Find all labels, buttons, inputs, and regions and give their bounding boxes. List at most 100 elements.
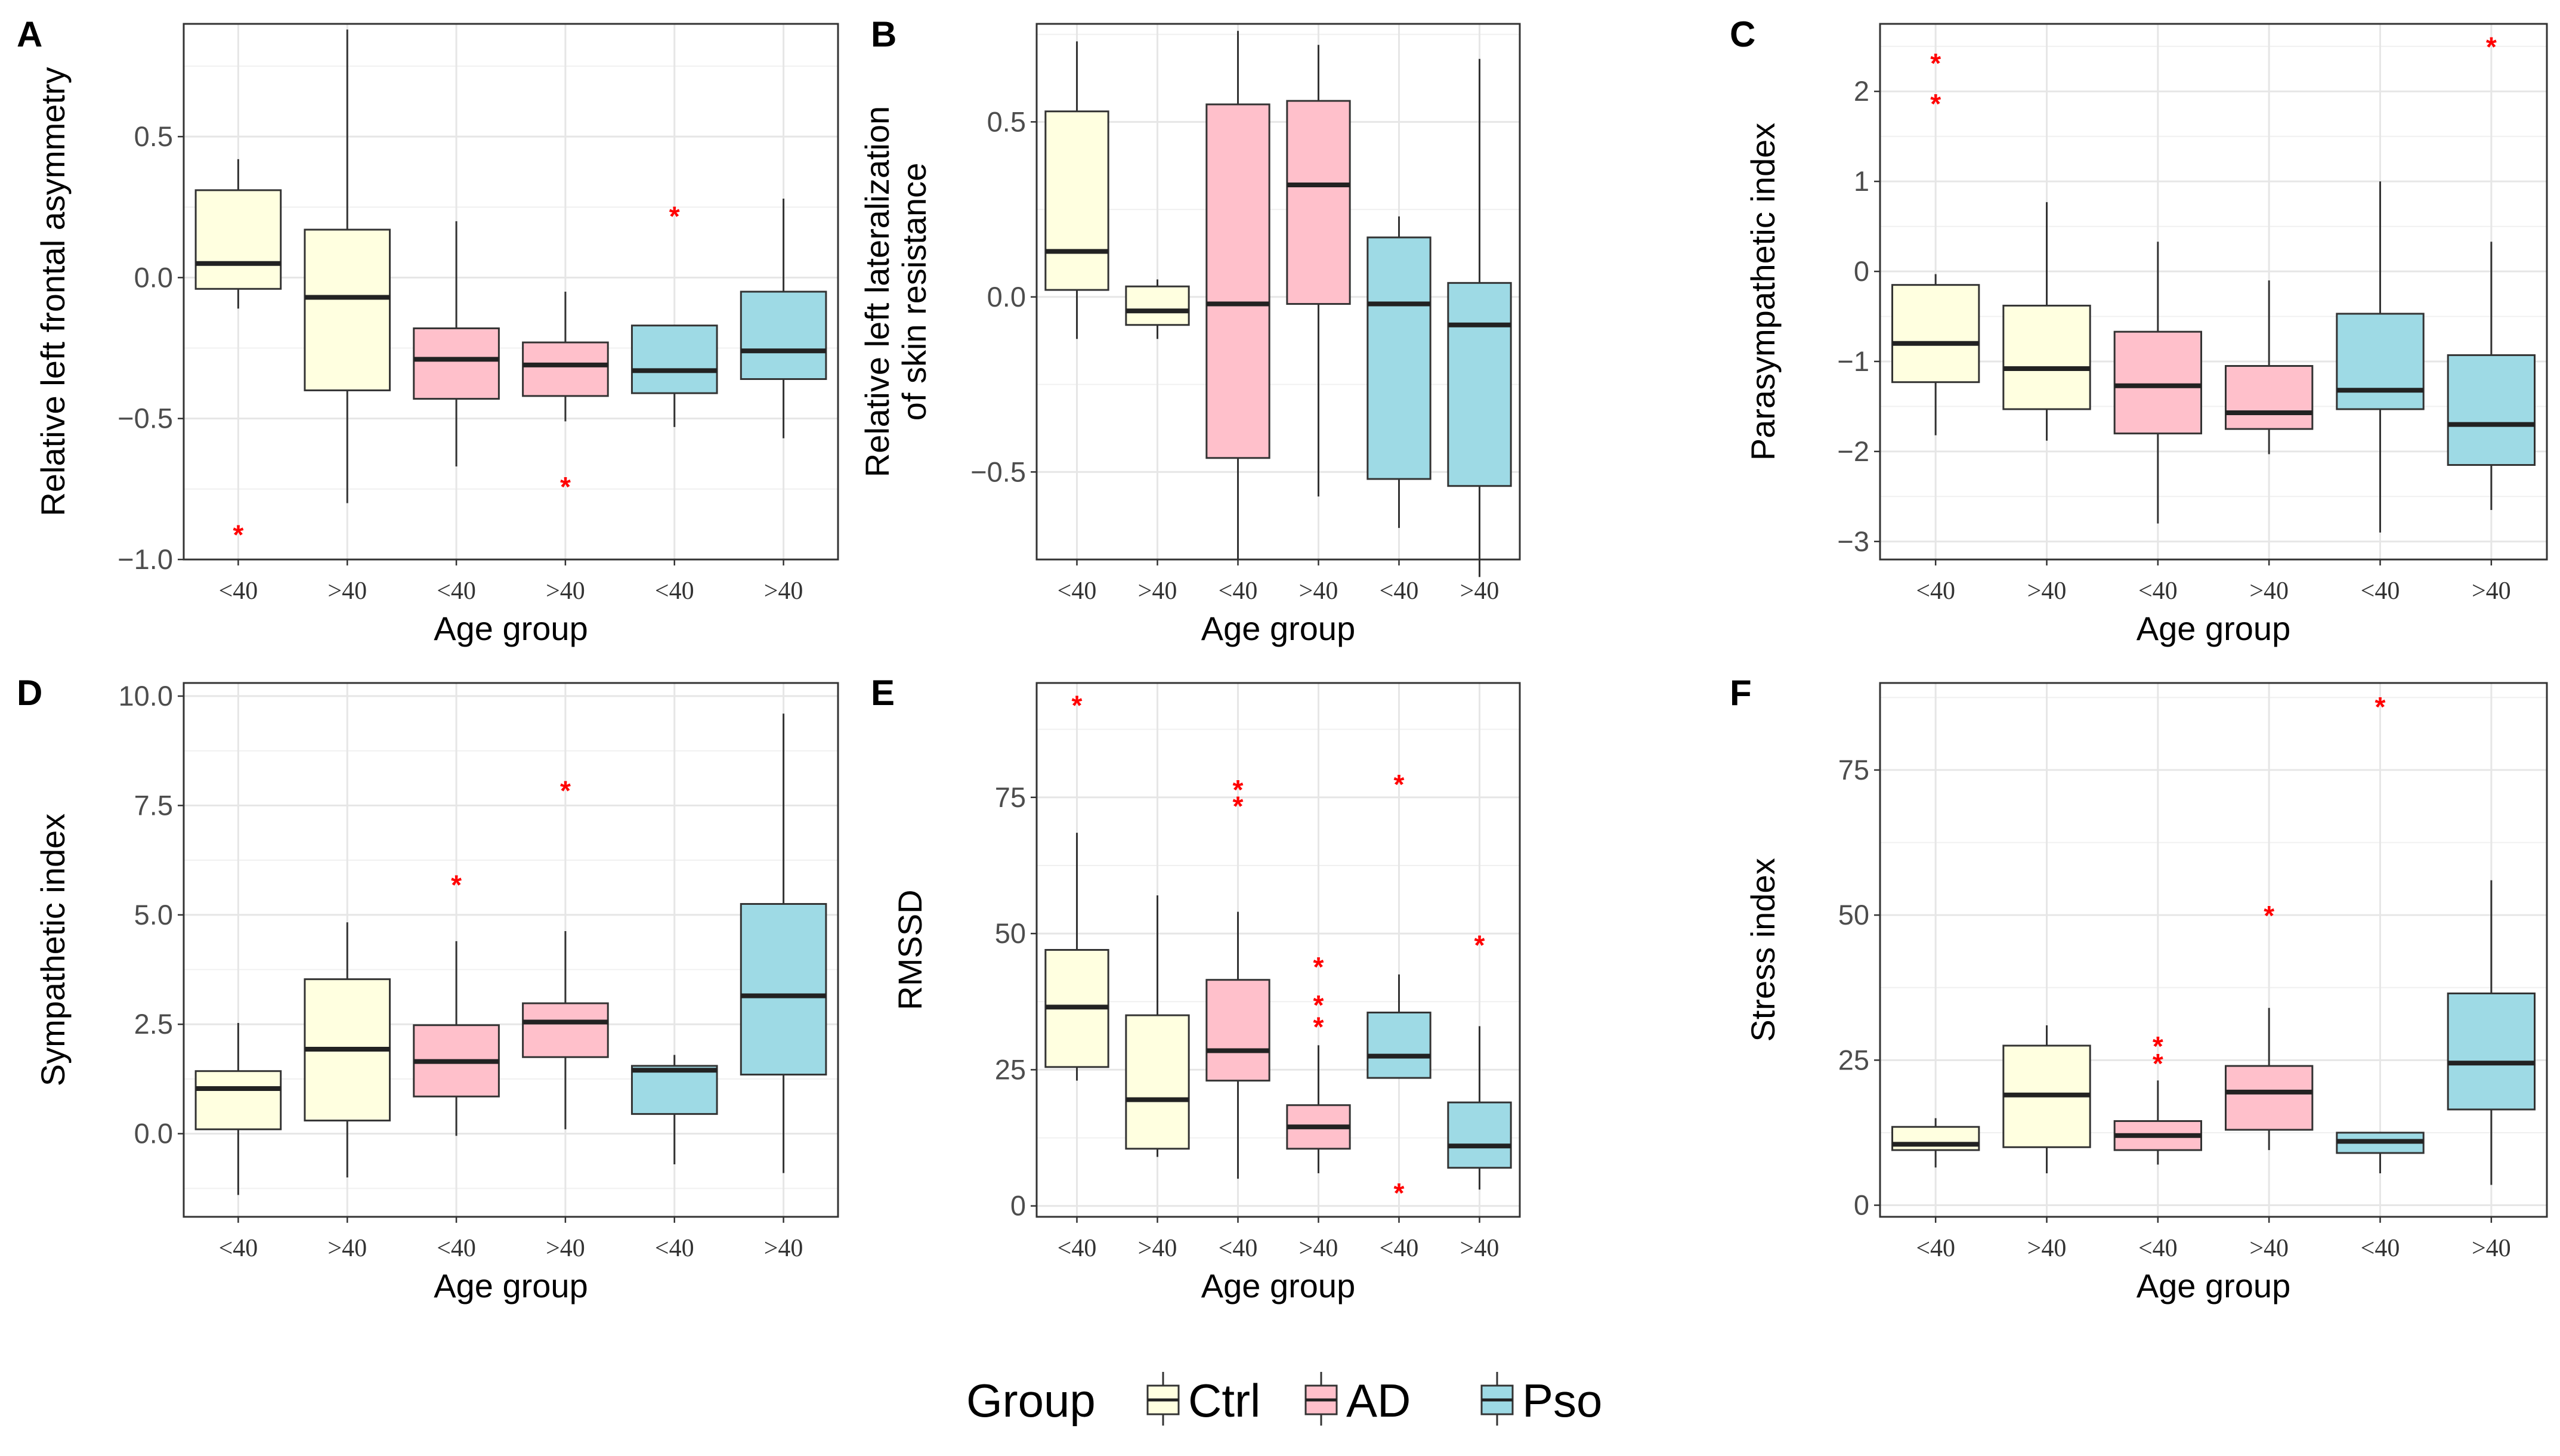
x-tick-label: >40 — [546, 1235, 585, 1262]
box-ctrl-1 — [2002, 1025, 2091, 1174]
box-ctrl-1 — [304, 29, 391, 503]
box-ad-3: * — [522, 292, 609, 502]
box-pso-4 — [1366, 216, 1432, 528]
box-iqr — [630, 1065, 718, 1115]
outlier-point: * — [2264, 900, 2274, 931]
y-tick-label: −0.5 — [970, 456, 1026, 487]
x-tick-label: <40 — [437, 1235, 476, 1262]
plot-background — [184, 683, 838, 1217]
box-iqr — [1891, 284, 1980, 384]
x-tick-label: >40 — [1138, 1235, 1177, 1262]
panel-letter: F — [1730, 673, 1752, 713]
x-tick-label: <40 — [1219, 1235, 1258, 1262]
y-tick-label: 50 — [995, 917, 1026, 949]
box-iqr — [1205, 103, 1270, 459]
x-tick-label: <40 — [2138, 577, 2178, 605]
x-tick-label: <40 — [1219, 577, 1258, 605]
outlier-point: * — [1313, 1011, 1324, 1042]
box-ctrl-0: * — [194, 159, 282, 550]
panel-letter: E — [871, 673, 895, 713]
box-ad-3: * — [2224, 900, 2314, 1151]
legend-item-label: Ctrl — [1188, 1374, 1260, 1427]
box-iqr — [740, 902, 827, 1076]
plot-border — [1035, 682, 1521, 1218]
outlier-point: * — [1233, 790, 1244, 821]
x-tick-label: >40 — [546, 577, 585, 605]
box-iqr — [740, 290, 827, 381]
outlier-point: * — [1313, 990, 1324, 1021]
outlier-point: * — [1233, 774, 1244, 805]
box-iqr — [2447, 992, 2536, 1111]
panel-letter: A — [17, 14, 42, 54]
x-tick-label: >40 — [764, 1235, 803, 1262]
x-tick-label: <40 — [219, 577, 258, 605]
y-tick-label: 75 — [995, 781, 1026, 813]
outlier-point: * — [233, 519, 243, 550]
outlier-point: * — [1313, 951, 1324, 982]
box-ctrl-1 — [1125, 279, 1190, 339]
x-tick-label: <40 — [219, 1235, 258, 1262]
box-ad-2 — [413, 221, 500, 467]
y-tick-label: 0 — [1854, 1189, 1869, 1221]
x-tick-label: <40 — [437, 577, 476, 605]
box-ad-3: *** — [1286, 951, 1351, 1173]
legend-title: Group — [966, 1374, 1096, 1427]
x-tick-label: >40 — [1138, 577, 1177, 605]
y-tick-label: 75 — [1838, 754, 1869, 786]
x-axis-title: Age group — [1201, 610, 1355, 647]
y-axis-title: Sympathetic index — [34, 814, 72, 1087]
x-tick-label: <40 — [1058, 577, 1097, 605]
plot-border — [183, 682, 839, 1218]
box-pso-5: * — [1447, 929, 1512, 1190]
x-axis-title: Age group — [434, 1267, 588, 1304]
x-tick-label: <40 — [2361, 1235, 2400, 1262]
x-tick-label: >40 — [2472, 1235, 2511, 1262]
x-tick-label: <40 — [1058, 1235, 1097, 1262]
x-tick-label: <40 — [1916, 1235, 1955, 1262]
y-tick-label: 10.0 — [119, 680, 173, 712]
box-iqr — [194, 1070, 282, 1130]
x-tick-label: >40 — [2249, 577, 2289, 605]
plot-background — [1037, 24, 1520, 559]
y-tick-label: 5.0 — [134, 899, 173, 931]
x-tick-label: >40 — [2027, 1235, 2067, 1262]
box-ad-2 — [1205, 30, 1270, 559]
box-iqr — [522, 341, 609, 397]
y-tick-label: 2.5 — [134, 1008, 173, 1040]
panel-A: −1.0 −0.5 0.0 0.5 * * * <40 >40 <40 >40 <40 >40 Age g… — [17, 14, 839, 647]
box-iqr — [1044, 110, 1109, 291]
y-tick-label: 7.5 — [134, 789, 173, 821]
box-iqr — [630, 324, 718, 394]
x-tick-label: >40 — [327, 1235, 367, 1262]
x-tick-label: <40 — [1380, 577, 1419, 605]
x-tick-label: >40 — [2027, 577, 2067, 605]
box-iqr — [522, 1002, 609, 1058]
outlier-point: * — [1394, 769, 1405, 800]
box-iqr — [1447, 282, 1512, 487]
legend-items: Ctrl AD Pso — [1146, 1372, 1602, 1427]
legend-item-label: Pso — [1522, 1374, 1602, 1427]
y-tick-label: 25 — [1838, 1044, 1869, 1075]
box-iqr — [2002, 304, 2091, 410]
outlier-point: * — [2153, 1031, 2163, 1062]
y-tick-label: 0.0 — [134, 1118, 173, 1149]
box-iqr — [194, 189, 282, 290]
box-ad-2: ** — [1205, 774, 1270, 1179]
x-tick-label: >40 — [764, 577, 803, 605]
plot-border — [1879, 682, 2548, 1218]
y-tick-label: 0 — [1854, 255, 1869, 287]
outlier-point: * — [560, 775, 571, 806]
box-ad-2: * — [413, 869, 500, 1136]
box-iqr — [2224, 365, 2314, 430]
box-ctrl-0 — [194, 1023, 282, 1195]
outlier-point: * — [1474, 929, 1485, 960]
x-tick-label: <40 — [655, 577, 694, 605]
box-ad-3: * — [522, 775, 609, 1130]
outlier-point: * — [2375, 691, 2386, 722]
y-tick-label: 0.5 — [987, 106, 1026, 137]
x-axis-title: Age group — [2137, 610, 2290, 647]
legend-item-ad: AD — [1304, 1372, 1411, 1427]
